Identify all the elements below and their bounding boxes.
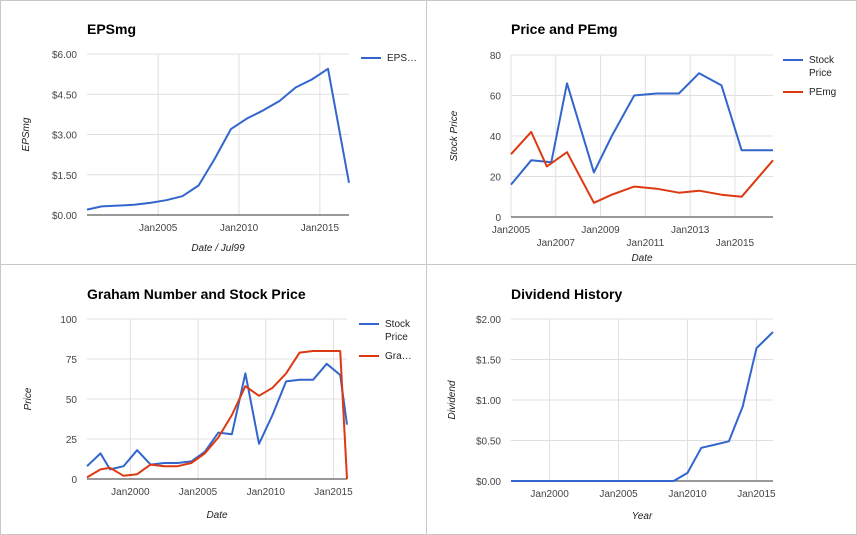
price-pe-series-line-0 [510,72,773,186]
y-tick-label: 25 [66,435,78,446]
x-tick-label: Jan2015 [737,489,776,500]
x-tick-label: Jan2005 [492,225,531,236]
price-pe-series-line-1 [510,130,774,204]
x-tick-label: Jan2015 [301,223,340,234]
x-tick-label: Jan2015 [716,238,755,249]
eps-y-axis-title: EPSmg [21,117,32,151]
y-tick-label: $0.00 [52,211,77,222]
legend-label: Stock Price [809,55,835,79]
y-tick-label: 75 [66,355,78,366]
y-tick-label: $4.50 [52,90,77,101]
y-tick-label: $1.00 [476,396,501,407]
eps-series-line-0 [86,67,350,211]
price-pe-y-axis-title: Stock Price [449,110,460,161]
eps-x-axis-title: Date / Jul99 [191,243,245,254]
graham-title: Graham Number and Stock Price [87,286,306,302]
y-tick-label: $1.50 [476,356,501,367]
y-tick-label: 60 [490,92,502,103]
dividend-y-axis-title: Dividend [447,380,458,419]
eps-chart-panel: EPSmg $0.00 $1.50 $3.00 $4.50 $6.00 Jan2005 Jan… [0,0,428,266]
y-tick-label: 20 [490,173,502,184]
x-tick-label: Jan2009 [581,225,620,236]
y-tick-label: 100 [60,315,77,326]
graham-y-axis-title: Price [23,387,34,410]
y-tick-label: $6.00 [52,50,77,61]
y-tick-label: $0.50 [476,437,501,448]
dividend-x-axis-title: Year [632,511,653,522]
price-pe-chart: Price and PEmg 0 20 40 60 80 Jan2005 Jan2007 Jan… [449,21,836,264]
x-tick-label: Jan2000 [111,487,150,498]
dividend-chart: Dividend History $0.00 $0.50 $1.00 $1.50 $2.0… [447,286,776,522]
x-tick-label: Jan2015 [314,487,353,498]
y-tick-label: 0 [71,475,77,486]
x-tick-label: Jan2010 [247,487,286,498]
eps-chart: EPSmg $0.00 $1.50 $3.00 $4.50 $6.00 Jan2005 Jan… [21,21,417,254]
eps-title: EPSmg [87,21,136,37]
dividend-chart-panel: Dividend History $0.00 $0.50 $1.00 $1.50 $2.0… [426,264,857,535]
y-tick-label: $0.00 [476,477,501,488]
x-tick-label: Jan2010 [220,223,259,234]
legend-label: Gra… [385,351,412,362]
price-pe-x-axis-title: Date [631,253,653,264]
y-tick-label: 0 [495,213,501,224]
y-tick-label: $2.00 [476,315,501,326]
dividend-series-line-0 [511,331,774,482]
dividend-title: Dividend History [511,286,622,302]
y-tick-label: $1.50 [52,171,77,182]
x-tick-label: Jan2007 [537,238,576,249]
graham-x-axis-title: Date [206,510,228,521]
x-tick-label: Jan2013 [671,225,710,236]
x-tick-label: Jan2011 [627,238,665,249]
x-tick-label: Jan2000 [530,489,569,500]
y-tick-label: $3.00 [52,131,77,142]
legend-label: PEmg [809,87,836,98]
x-tick-label: Jan2005 [179,487,218,498]
graham-series-line-1 [86,350,348,480]
y-tick-label: 80 [490,51,502,62]
legend-label: EPS… [387,53,417,64]
y-tick-label: 40 [490,132,502,143]
price-pe-title: Price and PEmg [511,21,618,37]
price-pe-chart-panel: Price and PEmg 0 20 40 60 80 Jan2005 Jan2007 Jan… [426,0,857,266]
x-tick-label: Jan2005 [599,489,638,500]
graham-series-line-0 [86,362,348,471]
graham-chart-panel: Graham Number and Stock Price 0 25 50 75 100 J… [0,264,428,535]
y-tick-label: 50 [66,395,78,406]
x-tick-label: Jan2005 [139,223,178,234]
legend-label: Stock Price [385,319,411,343]
x-tick-label: Jan2010 [668,489,707,500]
graham-chart: Graham Number and Stock Price 0 25 50 75 100 J… [23,286,412,521]
